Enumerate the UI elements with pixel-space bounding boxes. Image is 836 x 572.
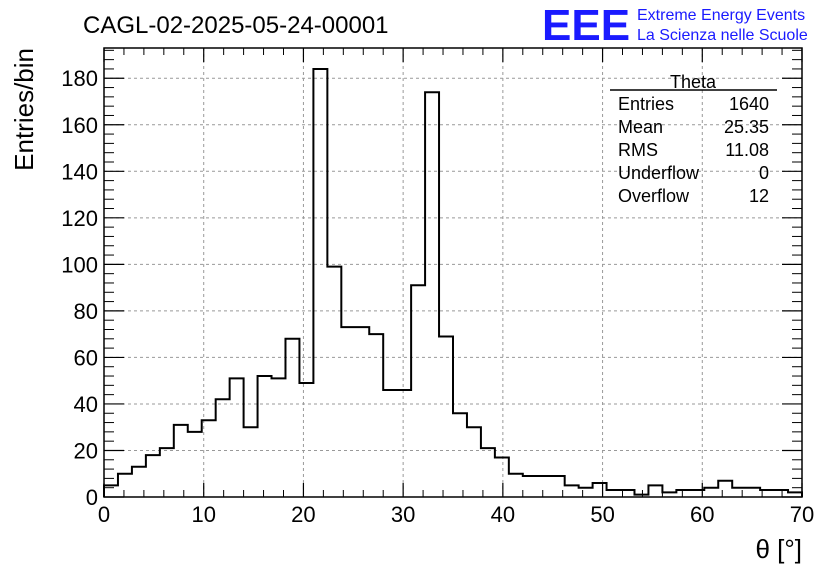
histogram-bin xyxy=(118,474,132,497)
histogram-bin xyxy=(732,488,746,497)
histogram-bin xyxy=(132,467,146,497)
plot-frame xyxy=(103,47,803,498)
y-tick-label: 180 xyxy=(61,66,98,91)
x-tick-label: 60 xyxy=(690,502,714,527)
stats-value: 1640 xyxy=(729,94,769,114)
y-tick-label: 0 xyxy=(86,485,98,510)
y-axis-label: Entries/bin xyxy=(9,48,39,171)
histogram-bin xyxy=(439,336,453,497)
histogram-bin xyxy=(746,488,760,497)
histogram-bin xyxy=(146,455,160,497)
histogram-bin xyxy=(453,413,467,497)
histogram-bin xyxy=(593,483,607,497)
eee-logo: EEE Extreme Energy Events La Scienza nel… xyxy=(542,1,808,50)
y-tick-labels: 0 20 40 60 80 100 120 140 160 180 xyxy=(61,66,98,510)
histogram-bin xyxy=(272,378,286,497)
histogram-bin xyxy=(258,376,272,497)
histogram-bin xyxy=(523,476,537,497)
histogram-bin xyxy=(244,427,258,497)
histogram-bin xyxy=(607,490,621,497)
y-tick-label: 160 xyxy=(61,113,98,138)
histogram-bin xyxy=(579,488,593,497)
x-tick-labels: 0 10 20 30 40 50 60 70 xyxy=(98,502,814,527)
histogram-bin xyxy=(104,485,118,497)
y-tick-label: 80 xyxy=(74,299,98,324)
histogram-bin xyxy=(341,327,355,497)
logo-line-2: La Scienza nelle Scuole xyxy=(637,27,808,44)
y-tick-label: 20 xyxy=(74,438,98,463)
histogram-bin xyxy=(718,481,732,497)
histogram-bin xyxy=(355,327,369,497)
histogram-bin xyxy=(327,267,341,497)
stats-value: 25.35 xyxy=(724,117,769,137)
histogram-bin xyxy=(383,390,397,497)
x-axis-label: θ [°] xyxy=(755,534,802,564)
y-tick-label: 60 xyxy=(74,345,98,370)
stats-value: 12 xyxy=(749,186,769,206)
x-tick-label: 0 xyxy=(98,502,110,527)
histogram-bin xyxy=(411,285,425,497)
histogram-bin xyxy=(467,427,481,497)
histogram-bin xyxy=(537,476,551,497)
histogram-bins xyxy=(104,69,802,497)
stats-label: Entries xyxy=(618,94,674,114)
histogram-bin xyxy=(774,490,788,497)
x-tick-label: 50 xyxy=(590,502,614,527)
logo-line-1: Extreme Energy Events xyxy=(637,7,805,24)
histogram-bin xyxy=(369,334,383,497)
histogram-bin xyxy=(216,399,230,497)
stats-box: Theta Entries 1640 Mean 25.35 RMS 11.08 Underf… xyxy=(610,72,777,206)
grid-lines xyxy=(104,48,802,497)
histogram-bin xyxy=(160,448,174,497)
stats-label: Overflow xyxy=(618,186,690,206)
histogram-bin xyxy=(313,69,327,497)
y-tick-label: 100 xyxy=(61,252,98,277)
histogram-bin xyxy=(285,339,299,497)
histogram-bin xyxy=(565,485,579,497)
stats-label: RMS xyxy=(618,140,658,160)
stats-label: Mean xyxy=(618,117,663,137)
y-tick-label: 40 xyxy=(74,392,98,417)
histogram-bin xyxy=(551,476,565,497)
y-tick-label: 140 xyxy=(61,159,98,184)
histogram-bin xyxy=(760,490,774,497)
logo-text: EEE xyxy=(542,1,630,50)
stats-value: 0 xyxy=(759,163,769,183)
histogram-bin xyxy=(299,383,313,497)
histogram-bin xyxy=(648,485,662,497)
stats-value: 11.08 xyxy=(725,140,769,160)
x-tick-label: 30 xyxy=(391,502,415,527)
x-tick-label: 20 xyxy=(291,502,315,527)
histogram-bin xyxy=(621,490,635,497)
histogram-bin xyxy=(397,390,411,497)
histogram-bin xyxy=(495,457,509,497)
histogram-bin xyxy=(690,490,704,497)
x-tick-label: 70 xyxy=(790,502,814,527)
stats-label: Underflow xyxy=(618,163,700,183)
stats-rows: Entries 1640 Mean 25.35 RMS 11.08 Underflow 0 Ov… xyxy=(618,94,769,206)
run-title: CAGL-02-2025-05-24-00001 xyxy=(83,12,389,39)
histogram-bin xyxy=(230,378,244,497)
y-tick-label: 120 xyxy=(61,206,98,231)
histogram-bin xyxy=(704,488,718,497)
histogram-bin xyxy=(174,425,188,497)
histogram-bin xyxy=(425,92,439,497)
histogram-bin xyxy=(202,420,216,497)
histogram-outline xyxy=(103,67,803,497)
x-tick-label: 40 xyxy=(491,502,515,527)
x-tick-label: 10 xyxy=(191,502,215,527)
histogram-bin xyxy=(509,474,523,497)
histogram-bin xyxy=(481,448,495,497)
histogram-bin xyxy=(188,432,202,497)
stats-title: Theta xyxy=(670,72,717,92)
histogram-bin xyxy=(676,490,690,497)
